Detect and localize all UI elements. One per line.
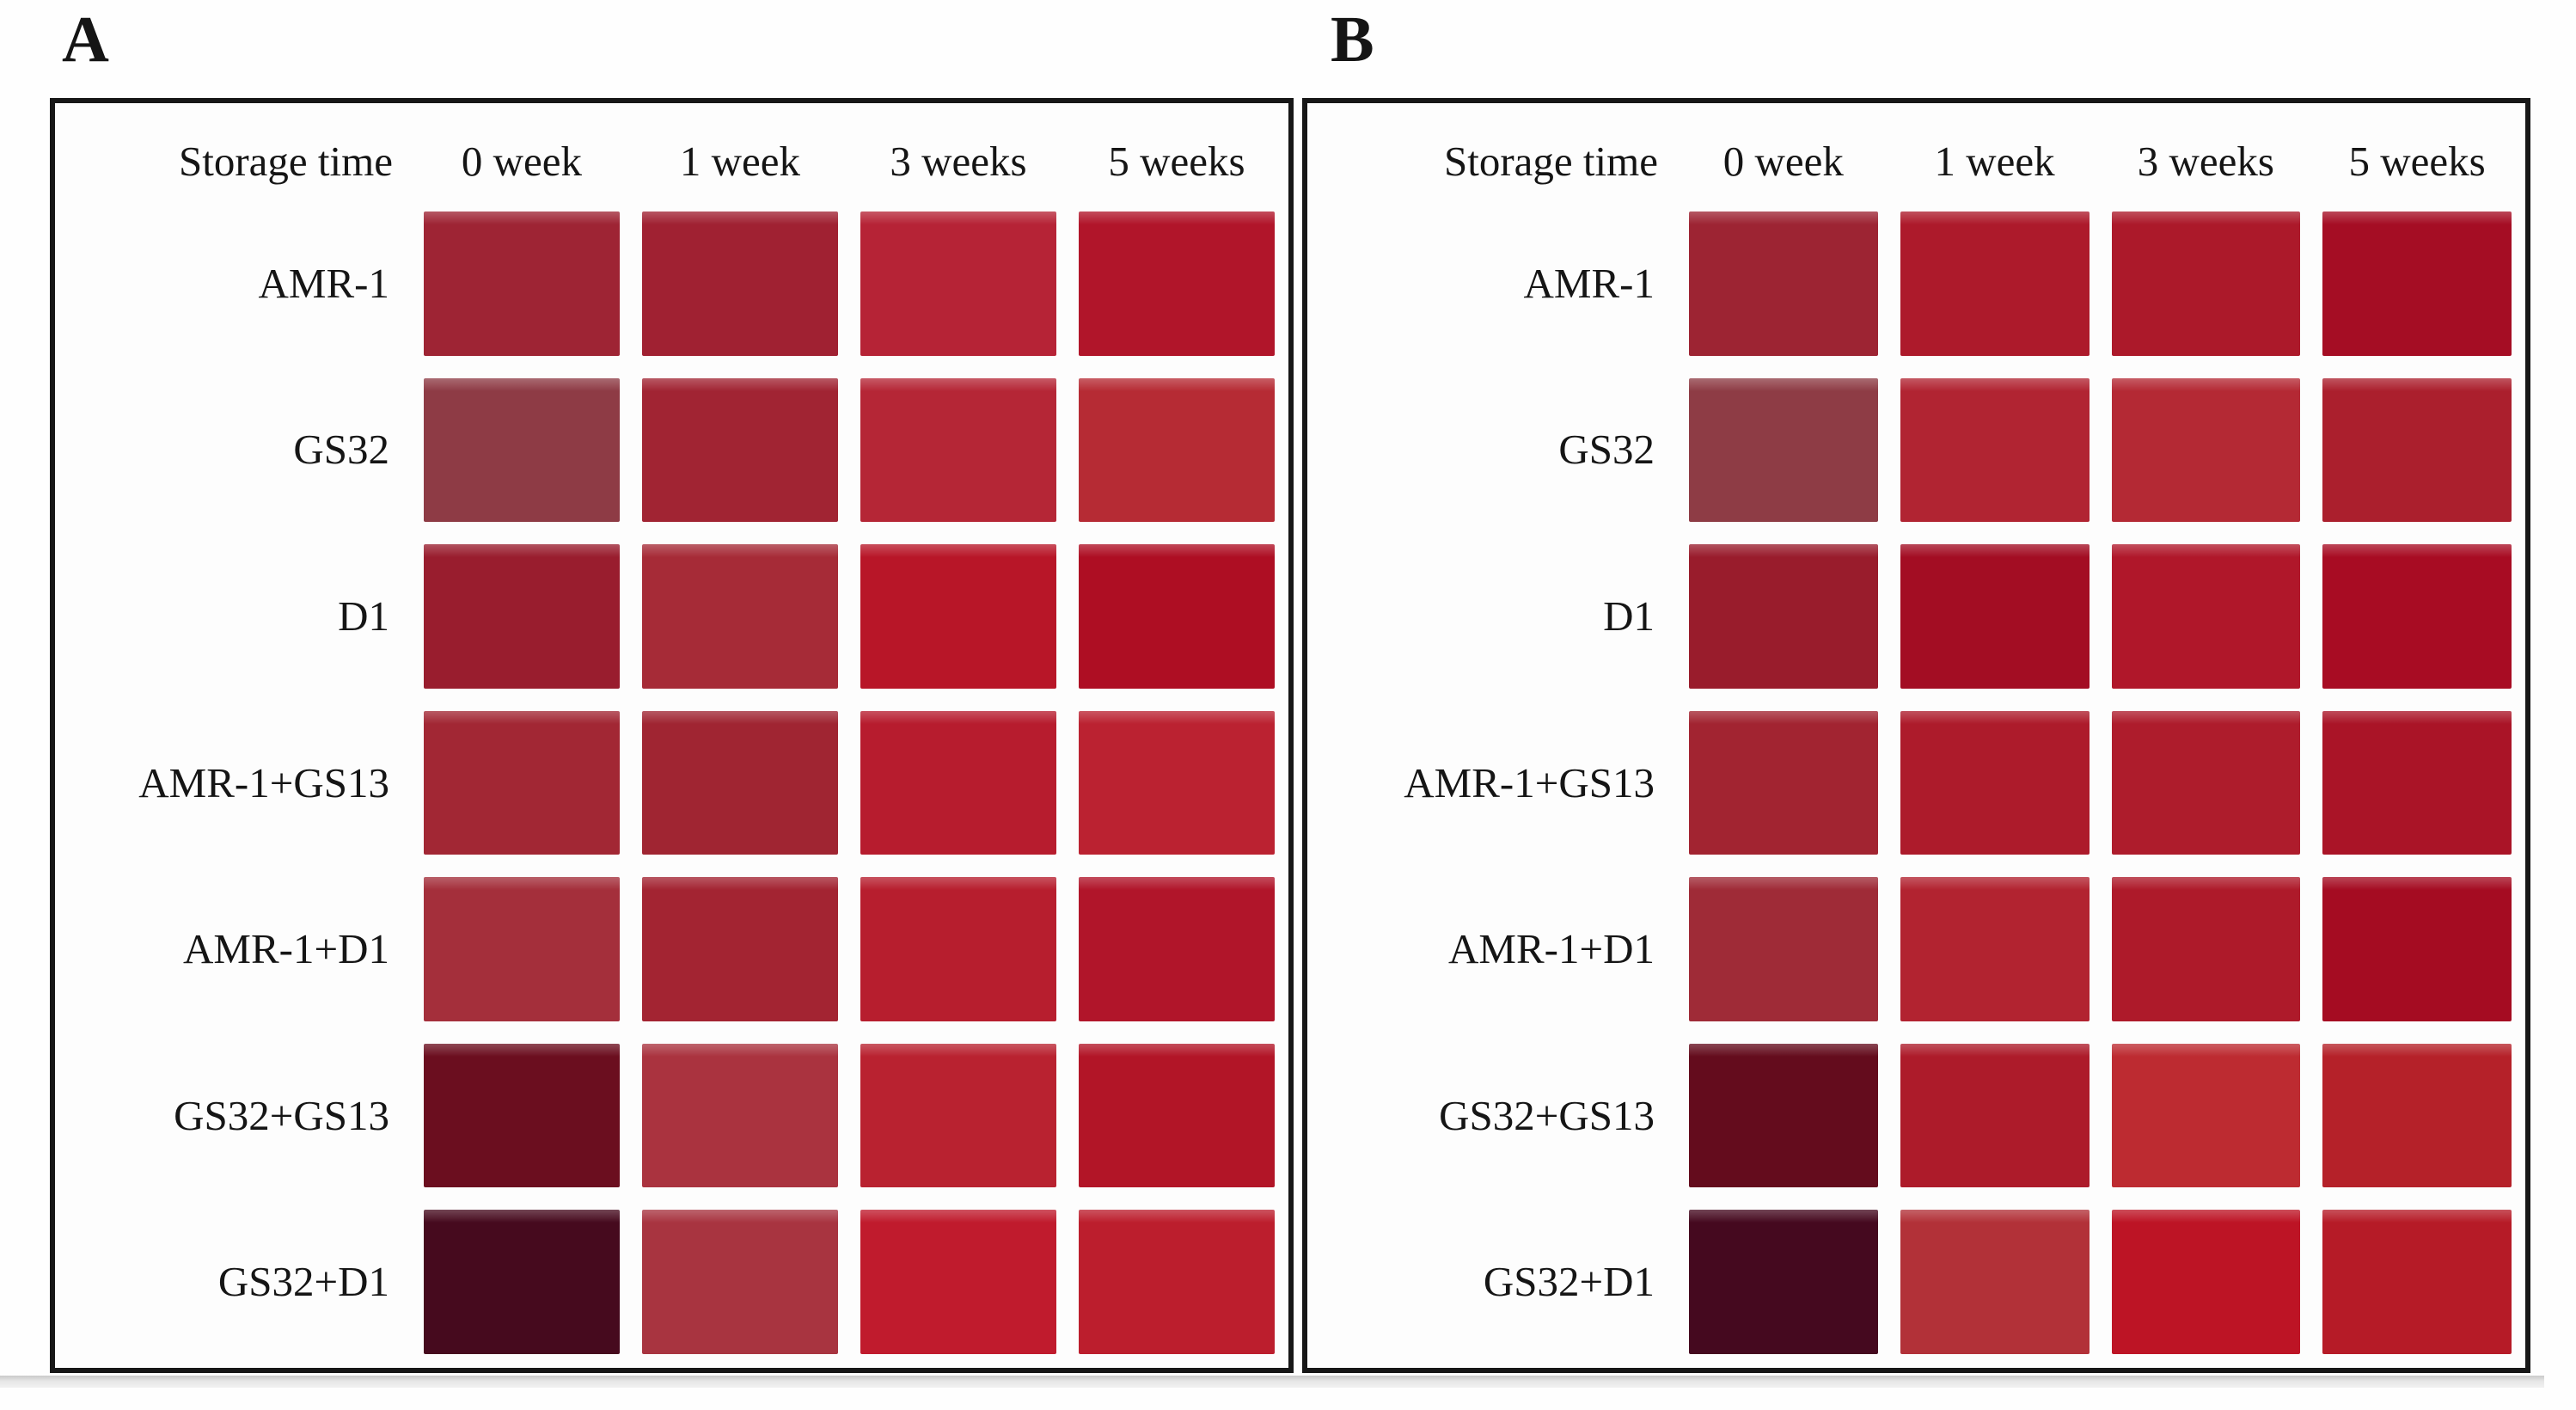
header-0-week: 0 week — [1722, 138, 1844, 185]
swatch-A-r5-c2 — [642, 877, 838, 1021]
swatch-A-r2-c1 — [424, 377, 620, 523]
swatch-B-r4-c4 — [2322, 710, 2512, 855]
swatch-A-r3-c2 — [642, 544, 838, 689]
swatch-A-r4-c3 — [860, 710, 1056, 855]
row-label-amr-1-gs13: AMR-1+GS13 — [1404, 758, 1655, 806]
swatch-A-r2-c4 — [1079, 377, 1275, 523]
swatch-A-r4-c1 — [424, 710, 620, 855]
row-label-gs32: GS32 — [293, 426, 389, 474]
swatch-B-r6-c2 — [1900, 1043, 2090, 1188]
swatch-B-r5-c4 — [2322, 877, 2512, 1021]
swatch-B-r1-c1 — [1689, 212, 1878, 356]
swatch-A-r7-c2 — [642, 1210, 838, 1354]
swatch-B-r7-c3 — [2111, 1210, 2301, 1354]
swatch-B-r3-c3 — [2111, 544, 2301, 689]
swatch-B-r5-c3 — [2111, 877, 2301, 1021]
swatch-A-r3-c1 — [424, 544, 620, 689]
row-label-d1: D1 — [1603, 592, 1655, 640]
panel-b-grid: Storage time 0 week 1 week 3 weeks 5 wee… — [1307, 103, 2525, 1368]
swatch-B-r3-c2 — [1900, 544, 2090, 689]
header-1-week: 1 week — [679, 138, 801, 185]
header-0-week: 0 week — [461, 138, 583, 185]
panel-a-label: A — [62, 3, 110, 76]
row-label-d1: D1 — [338, 592, 389, 640]
swatch-A-r4-c2 — [642, 710, 838, 855]
row-label-gs32-d1: GS32+D1 — [1483, 1258, 1655, 1306]
panel-a-grid: Storage time 0 week 1 week 3 weeks 5 wee… — [55, 103, 1288, 1368]
page-bottom-divider — [0, 1376, 2544, 1388]
header-storage-time: Storage time — [1443, 138, 1658, 185]
row-label-amr-1: AMR-1 — [258, 259, 389, 307]
header-5-weeks: 5 weeks — [2348, 138, 2486, 185]
swatch-A-r1-c2 — [642, 212, 838, 356]
swatch-A-r1-c4 — [1079, 212, 1275, 356]
swatch-A-r7-c1 — [424, 1210, 620, 1354]
row-label-amr-1-gs13: AMR-1+GS13 — [138, 758, 389, 806]
swatch-B-r7-c4 — [2322, 1210, 2512, 1354]
header-5-weeks: 5 weeks — [1108, 138, 1245, 185]
swatch-B-r4-c3 — [2111, 710, 2301, 855]
swatch-B-r1-c3 — [2111, 212, 2301, 356]
swatch-B-r7-c1 — [1689, 1210, 1878, 1354]
panel-b-box: Storage time 0 week 1 week 3 weeks 5 wee… — [1302, 98, 2530, 1373]
row-label-gs32-d1: GS32+D1 — [217, 1258, 389, 1306]
swatch-A-r5-c3 — [860, 877, 1056, 1021]
swatch-B-r2-c3 — [2111, 377, 2301, 523]
row-label-amr-1: AMR-1 — [1523, 259, 1655, 307]
header-3-weeks: 3 weeks — [890, 138, 1027, 185]
swatch-B-r4-c1 — [1689, 710, 1878, 855]
row-label-amr-1-d1: AMR-1+D1 — [183, 925, 389, 973]
row-label-gs32-gs13: GS32+GS13 — [1439, 1091, 1655, 1139]
swatch-A-r1-c3 — [860, 212, 1056, 356]
swatch-A-r6-c2 — [642, 1043, 838, 1188]
swatch-A-r6-c1 — [424, 1043, 620, 1188]
header-storage-time: Storage time — [178, 138, 393, 185]
swatch-A-r6-c3 — [860, 1043, 1056, 1188]
header-3-weeks: 3 weeks — [2137, 138, 2274, 185]
swatch-A-r7-c3 — [860, 1210, 1056, 1354]
row-label-amr-1-d1: AMR-1+D1 — [1448, 925, 1655, 973]
swatch-B-r5-c1 — [1689, 877, 1878, 1021]
panel-b-label: B — [1331, 3, 1375, 76]
row-label-gs32: GS32 — [1558, 426, 1655, 474]
swatch-A-r7-c4 — [1079, 1210, 1275, 1354]
swatch-B-r6-c4 — [2322, 1043, 2512, 1188]
swatch-A-r5-c4 — [1079, 877, 1275, 1021]
swatch-B-r6-c1 — [1689, 1043, 1878, 1188]
swatch-B-r2-c4 — [2322, 377, 2512, 523]
swatch-B-r3-c4 — [2322, 544, 2512, 689]
swatch-A-r2-c3 — [860, 377, 1056, 523]
swatch-A-r5-c1 — [424, 877, 620, 1021]
row-label-gs32-gs13: GS32+GS13 — [174, 1091, 389, 1139]
swatch-A-r3-c3 — [860, 544, 1056, 689]
swatch-B-r2-c2 — [1900, 377, 2090, 523]
swatch-B-r5-c2 — [1900, 877, 2090, 1021]
swatch-B-r2-c1 — [1689, 377, 1878, 523]
swatch-B-r6-c3 — [2111, 1043, 2301, 1188]
swatch-A-r2-c2 — [642, 377, 838, 523]
swatch-B-r4-c2 — [1900, 710, 2090, 855]
swatch-B-r3-c1 — [1689, 544, 1878, 689]
swatch-A-r1-c1 — [424, 212, 620, 356]
swatch-B-r1-c4 — [2322, 212, 2512, 356]
swatch-B-r7-c2 — [1900, 1210, 2090, 1354]
swatch-A-r3-c4 — [1079, 544, 1275, 689]
panel-a-box: Storage time 0 week 1 week 3 weeks 5 wee… — [50, 98, 1294, 1373]
header-1-week: 1 week — [1934, 138, 2055, 185]
swatch-A-r6-c4 — [1079, 1043, 1275, 1188]
swatch-A-r4-c4 — [1079, 710, 1275, 855]
swatch-B-r1-c2 — [1900, 212, 2090, 356]
